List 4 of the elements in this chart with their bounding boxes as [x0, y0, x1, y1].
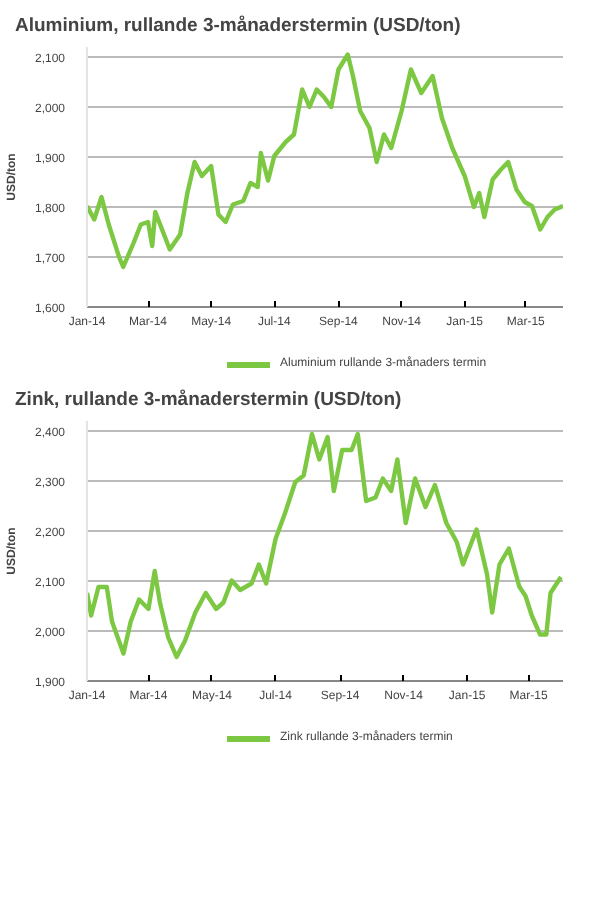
chart-title: Aluminium, rullande 3-månaderstermin (USD/ton)	[15, 15, 461, 37]
chart-title: Zink, rullande 3-månaderstermin (USD/ton)	[15, 389, 402, 411]
line-series	[87, 52, 563, 270]
line-series	[87, 431, 563, 660]
